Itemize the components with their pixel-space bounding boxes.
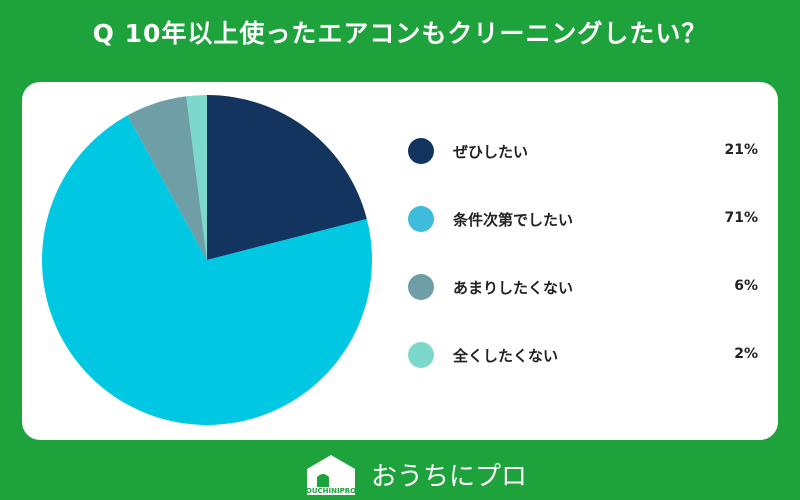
pie-chart [41,95,372,426]
legend-item: 条件次第でしたい 71% [408,204,758,234]
pie-slice-4 [186,95,207,260]
legend-label: ぜひしたい [453,143,529,161]
logo-text: OUCHINIPRO [305,487,357,495]
chart-card: ぜひしたい 21% 条件次第でしたい 71% あまりしたくない 6% 全くしたく… [22,82,778,440]
brand-name: おうちにプロ [371,461,528,492]
footer-logo: OUCHINIPRO おうちにプロ [305,452,527,496]
legend-label: 条件次第でしたい [453,211,574,229]
legend-value: 6% [734,278,758,294]
chart-title: Q 10年以上使ったエアコンもクリーニングしたい？ [92,19,708,48]
legend-swatch [408,138,434,164]
legend-label: あまりしたくない [453,279,574,297]
pie-slice-2 [41,115,372,426]
legend-item: あまりしたくない 6% [408,272,758,302]
legend-item: ぜひしたい 21% [408,136,758,166]
pie-slice-3 [127,96,207,260]
legend-label: 全くしたくない [453,347,559,365]
pie-slice-1 [207,95,367,260]
legend-swatch [408,342,434,368]
legend-value: 2% [734,346,758,362]
legend-item: 全くしたくない 2% [408,340,758,370]
legend-value: 21% [724,142,758,158]
legend-value: 71% [724,210,758,226]
house-logo-icon: OUCHINIPRO [305,453,357,495]
legend-swatch [408,274,434,300]
legend-swatch [408,206,434,232]
